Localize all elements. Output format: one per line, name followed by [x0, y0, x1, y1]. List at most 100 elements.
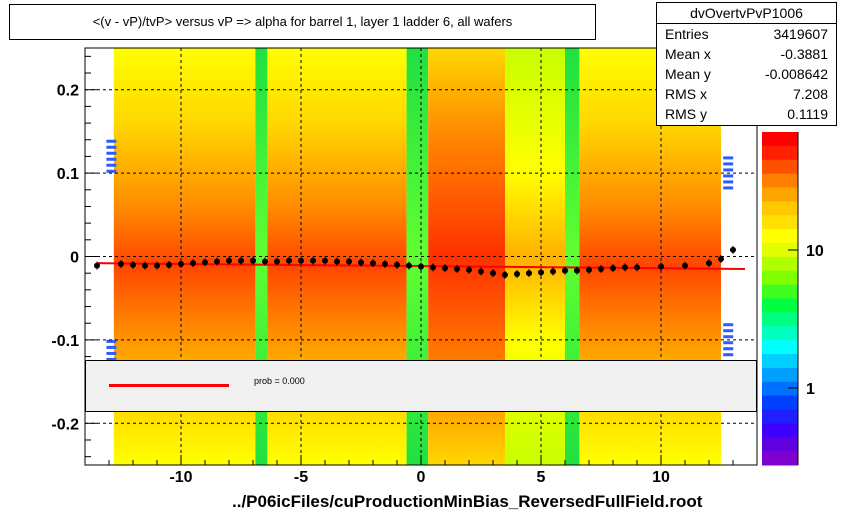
legend-label: prob = 0.000: [254, 376, 305, 386]
profile-point: [238, 257, 244, 264]
profile-point: [142, 262, 148, 269]
profile-point: [430, 264, 436, 271]
edge-bin-marker: [723, 156, 734, 160]
colorbar-cell: [762, 451, 798, 466]
y-tick-label: 0: [70, 250, 79, 267]
profile-point: [442, 265, 448, 272]
profile-point: [118, 261, 124, 268]
profile-point: [394, 261, 400, 268]
profile-point: [658, 263, 664, 270]
stat-row-mean-x: Mean x -0.3881: [665, 44, 828, 64]
colorbar-cell: [762, 256, 798, 272]
profile-point: [622, 264, 628, 271]
edge-bin-marker: [106, 169, 117, 173]
y-tick-label: 0.1: [57, 166, 79, 183]
stat-label: Mean y: [665, 66, 711, 82]
stat-row-rms-x: RMS x 7.208: [665, 84, 828, 104]
legend-fit-line: [109, 384, 229, 387]
colorbar-cell: [762, 173, 798, 188]
x-tick-label: -5: [294, 469, 308, 486]
profile-point: [286, 257, 292, 264]
x-tick-label: 0: [417, 469, 426, 486]
profile-point: [358, 259, 364, 266]
stat-label: Entries: [665, 26, 709, 42]
x-tick-label: 10: [652, 469, 670, 486]
profile-point: [310, 257, 316, 264]
colorbar-cell: [762, 367, 798, 383]
colorbar-cell: [762, 340, 798, 355]
stat-label: RMS y: [665, 106, 707, 122]
profile-point: [718, 256, 724, 263]
stat-row-entries: Entries 3419607: [665, 24, 828, 44]
edge-bin-marker: [106, 163, 117, 167]
edge-bin-marker: [723, 174, 734, 178]
x-tick-label: 5: [537, 469, 546, 486]
profile-point: [346, 258, 352, 265]
fit-legend: prob = 0.000: [85, 360, 757, 412]
profile-point: [214, 258, 220, 265]
colorbar-cell: [762, 159, 798, 175]
profile-point: [598, 266, 604, 273]
edge-bin-marker: [723, 353, 734, 357]
colorbar-cell: [762, 132, 798, 147]
colorbar-cell: [762, 437, 798, 452]
profile-point: [94, 262, 100, 269]
edge-bin-marker: [723, 347, 734, 351]
edge-bin-marker: [106, 357, 117, 361]
profile-point: [154, 262, 160, 269]
profile-point: [454, 266, 460, 273]
colorbar-cell: [762, 312, 798, 327]
edge-bin-marker: [723, 323, 734, 327]
colorbar-tick-label: 10: [806, 243, 824, 260]
profile-point: [502, 271, 508, 278]
colorbar-tick-label: 1: [806, 381, 815, 398]
edge-bin-marker: [106, 139, 117, 143]
colorbar-cell: [762, 395, 798, 410]
colorbar-cell: [762, 187, 798, 202]
colorbar-cell: [762, 381, 798, 397]
profile-point: [406, 262, 412, 269]
stat-value: 3419607: [773, 26, 828, 42]
profile-point: [262, 258, 268, 265]
profile-point: [202, 259, 208, 266]
colorbar-cell: [762, 145, 798, 161]
colorbar-cell: [762, 298, 798, 313]
profile-point: [466, 266, 472, 273]
stat-label: RMS x: [665, 86, 707, 102]
profile-point: [166, 261, 172, 268]
profile-point: [130, 261, 136, 268]
profile-point: [610, 265, 616, 272]
profile-point: [574, 267, 580, 274]
profile-point: [334, 258, 340, 265]
stat-row-mean-y: Mean y -0.008642: [665, 64, 828, 84]
profile-point: [730, 246, 736, 253]
colorbar-cell: [762, 284, 798, 299]
stat-value: -0.008642: [764, 66, 828, 82]
stats-name: dvOvertvPvP1006: [657, 3, 836, 24]
profile-point: [178, 261, 184, 268]
stat-value: 0.1119: [787, 106, 828, 122]
stats-box: dvOvertvPvP1006 Entries 3419607 Mean x -…: [656, 2, 837, 126]
profile-point: [682, 262, 688, 269]
edge-bin-marker: [723, 162, 734, 166]
edge-bin-marker: [106, 151, 117, 155]
profile-point: [298, 257, 304, 264]
profile-point: [418, 263, 424, 270]
profile-point: [226, 257, 232, 264]
stat-value: -0.3881: [780, 46, 828, 62]
chart-title: <(v - vP)/tvP> versus vP => alpha for ba…: [9, 4, 596, 40]
profile-point: [382, 261, 388, 268]
profile-point: [322, 257, 328, 264]
stat-value: 7.208: [792, 86, 828, 102]
y-tick-label: 0.2: [57, 83, 79, 100]
edge-bin-marker: [723, 186, 734, 190]
profile-point: [586, 266, 592, 273]
edge-bin-marker: [723, 168, 734, 172]
profile-point: [526, 270, 532, 277]
profile-point: [490, 270, 496, 277]
colorbar-cell: [762, 354, 798, 369]
edge-bin-marker: [106, 351, 117, 355]
edge-bin-marker: [106, 157, 117, 161]
colorbar-cell: [762, 270, 798, 286]
profile-point: [478, 268, 484, 275]
